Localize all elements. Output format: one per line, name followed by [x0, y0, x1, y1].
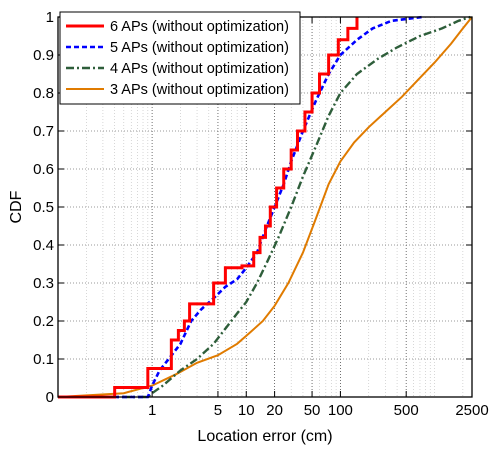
legend-label: 3 APs (without optimization)	[110, 82, 289, 98]
x-axis-label: Location error (cm)	[197, 428, 332, 445]
series-line	[58, 15, 471, 399]
legend-label: 4 APs (without optimization)	[110, 61, 289, 77]
series-line	[57, 16, 473, 398]
legend-label: 5 APs (without optimization)	[110, 40, 289, 56]
y-tick-label: 0.1	[33, 351, 54, 368]
x-tick-label: 500	[394, 402, 419, 419]
legend-label: 6 APs (without optimization)	[110, 19, 289, 35]
y-tick-label: 0.4	[33, 237, 54, 254]
series-line	[58, 17, 359, 399]
y-tick-label: 0.2	[33, 313, 54, 330]
x-tick-label: 20	[266, 402, 283, 419]
x-tick-label: 50	[304, 402, 321, 419]
x-tick-label: 100	[328, 402, 353, 419]
x-tick-label: 10	[238, 402, 255, 419]
y-tick-label: 0.6	[33, 161, 54, 178]
x-tick-label: 5	[214, 402, 222, 419]
y-tick-label: 0.7	[33, 123, 54, 140]
y-tick-label: 0	[46, 389, 54, 406]
x-tick-label: 2500	[455, 402, 488, 419]
y-tick-label: 0.5	[33, 199, 54, 216]
y-tick-label: 0.3	[33, 275, 54, 292]
x-tick-label: 1	[148, 402, 156, 419]
y-axis-label: CDF	[8, 190, 25, 223]
y-tick-label: 0.8	[33, 85, 54, 102]
legend: 6 APs (without optimization) 5 APs (witho…	[59, 11, 301, 105]
tick-layer: 1 5 10 20 50 100 500 2500 0 0.1 0.2 0.3 0.4 0.5 0.6 0.7…	[33, 9, 489, 419]
y-tick-label: 1	[46, 9, 54, 26]
series-layer	[57, 15, 473, 399]
y-tick-label: 0.9	[33, 47, 54, 64]
